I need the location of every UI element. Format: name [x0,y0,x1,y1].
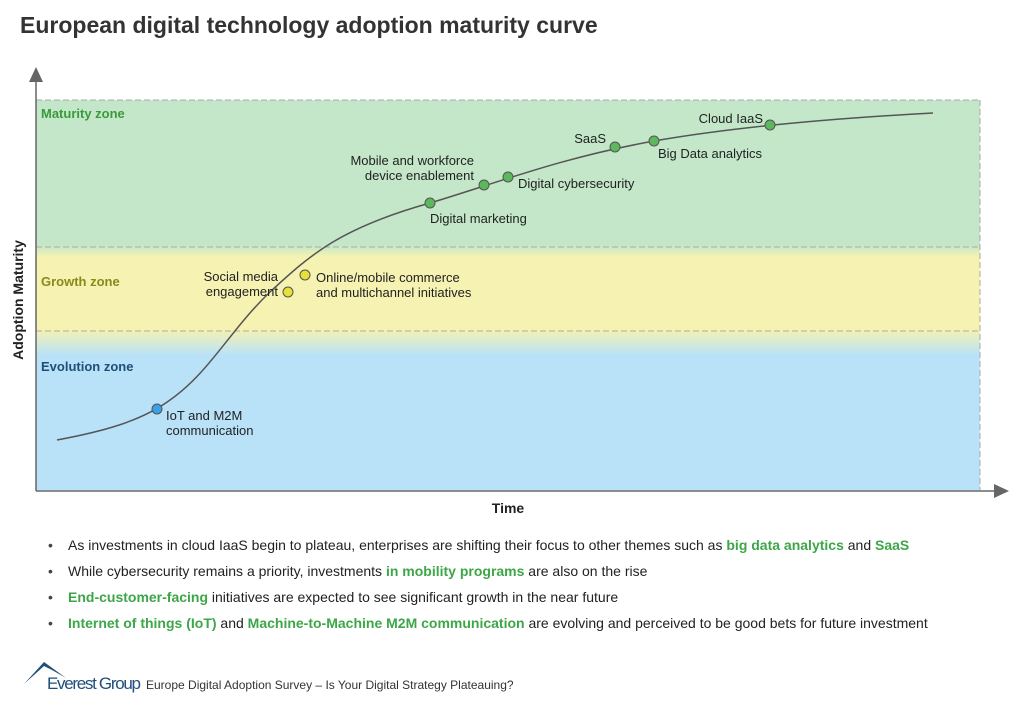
node-label: communication [166,423,253,438]
node-label: Social media [204,269,279,284]
bullet-text: and [843,537,875,553]
brand: Everest Group [47,674,141,693]
bullet-text: are evolving and perceived to be good be… [524,615,928,631]
bullet: As investments in cloud IaaS begin to pl… [48,535,928,561]
node-label: SaaS [574,131,606,146]
node-dot [282,286,294,298]
node-label: and multichannel initiatives [316,285,472,300]
bullet-list: As investments in cloud IaaS begin to pl… [48,535,928,639]
node-dot [609,141,621,153]
highlight-text: Internet of things (IoT) [68,615,217,631]
bullet: While cybersecurity remains a priority, … [48,561,928,587]
logo-mark [24,662,66,684]
node-dot [151,403,163,415]
bullet: End-customer-facing initiatives are expe… [48,587,928,613]
highlight-text: Machine-to-Machine M2M communication [247,615,525,631]
zone-label: Maturity zone [41,106,125,121]
bullet-text: While cybersecurity remains a priority, … [68,563,386,579]
node-label: device enablement [365,168,475,183]
bullet-text: and [216,615,248,631]
bullet-text: As investments in cloud IaaS begin to pl… [68,537,727,553]
x-axis-label: Time [492,500,525,516]
node-label: Digital marketing [430,211,527,226]
node-dot [299,269,311,281]
node-dot [764,119,776,131]
footer-source: Europe Digital Adoption Survey – Is Your… [146,678,514,692]
zone-label: Growth zone [41,274,120,289]
node-dot [502,171,514,183]
node-dot [478,179,490,191]
zone-borders [36,99,981,490]
bullet-text: initiatives are expected to see signific… [208,589,619,605]
node-dot [648,135,660,147]
node-label: Mobile and workforce [350,153,474,168]
node-dot [424,197,436,209]
evolution-zone [36,355,980,490]
node-label: IoT and M2M [166,408,242,423]
node-label: Digital cybersecurity [518,176,635,191]
growth-zone [36,257,980,330]
highlight-text: SaaS [875,537,910,553]
title: European digital technology adoption mat… [20,12,598,38]
zone-blend [36,330,980,355]
bullet-text: are also on the rise [524,563,648,579]
node-label: Big Data analytics [658,146,763,161]
highlight-text: End-customer-facing [68,589,209,605]
zone-label: Evolution zone [41,359,133,374]
maturity-curve [56,112,934,441]
highlight-text: big data analytics [726,537,844,553]
y-axis-label: Adoption Maturity [10,240,26,360]
zone-blend [36,245,980,257]
node-label: Online/mobile commerce [316,270,460,285]
axes [29,67,1009,498]
node-label: Cloud IaaS [699,111,764,126]
highlight-text: in mobility programs [385,563,525,579]
bullet: Internet of things (IoT) and Machine-to-… [48,613,928,639]
node-label: engagement [206,284,279,299]
